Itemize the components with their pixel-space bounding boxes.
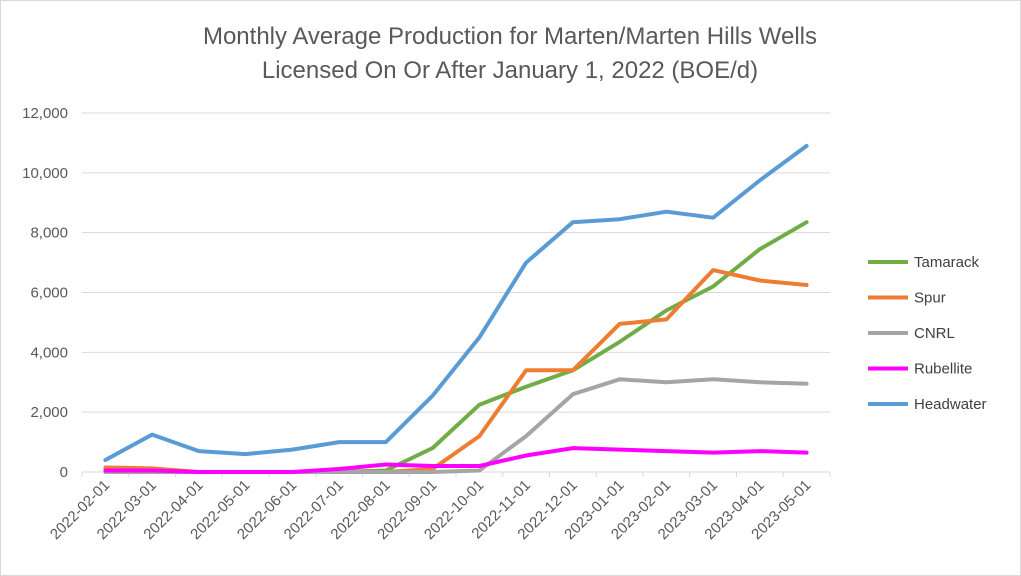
legend: Tamarack Spur CNRL Rubellite Headwater <box>868 254 987 413</box>
legend-label-cnrl: CNRL <box>914 325 955 342</box>
legend-label-tamarack: Tamarack <box>914 254 980 271</box>
x-axis-tick-labels: 2022-02-012022-03-012022-04-012022-05-01… <box>47 477 815 543</box>
series-line-tamarack <box>103 220 809 474</box>
y-tick-label: 10,000 <box>22 165 68 182</box>
y-tick-label: 12,000 <box>22 105 68 122</box>
y-tick-label: 4,000 <box>30 344 68 361</box>
series-lines <box>103 143 809 474</box>
y-tick-label: 2,000 <box>30 404 68 421</box>
chart-title-line-1: Monthly Average Production for Marten/Ma… <box>203 23 817 50</box>
chart-title: Monthly Average Production for Marten/Ma… <box>203 23 817 84</box>
series-line-rubellite <box>103 446 809 474</box>
series-line-headwater <box>103 143 809 462</box>
gridlines <box>82 112 830 413</box>
chart-title-line-2: Licensed On Or After January 1, 2022 (BO… <box>262 57 758 84</box>
legend-label-headwater: Headwater <box>914 396 987 413</box>
series-line-spur <box>103 268 809 474</box>
legend-label-spur: Spur <box>914 290 946 307</box>
y-tick-label: 6,000 <box>30 285 68 302</box>
legend-label-rubellite: Rubellite <box>914 361 972 378</box>
y-tick-label: 0 <box>60 464 68 481</box>
y-tick-label: 8,000 <box>30 225 68 242</box>
y-axis-tick-labels: 0 2,000 4,000 6,000 8,000 10,000 12,000 <box>22 105 68 481</box>
